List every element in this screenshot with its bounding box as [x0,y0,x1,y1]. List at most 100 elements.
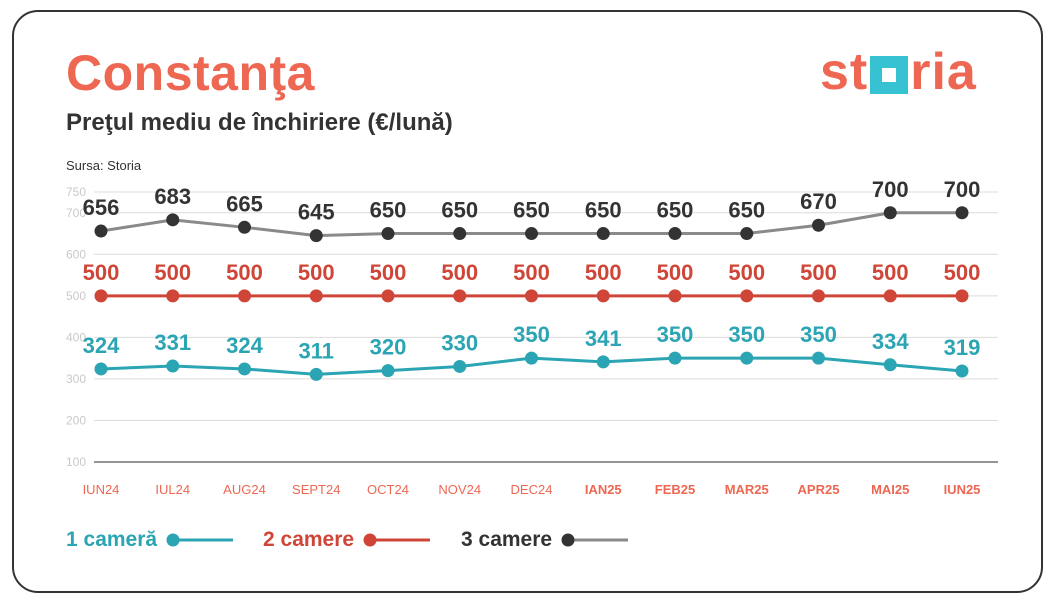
data-label: 700 [872,177,909,202]
data-label: 311 [299,338,335,363]
y-tick-label: 400 [66,330,86,344]
data-label: 319 [944,335,981,360]
data-point [668,351,682,365]
data-point [238,362,251,376]
data-point [668,289,682,303]
y-tick-label: 300 [66,372,86,386]
legend-swatch-icon [166,533,234,547]
data-point [309,289,323,303]
x-tick-label: AUG24 [223,482,266,497]
data-point [94,224,108,238]
x-tick-label: IUN24 [83,482,120,497]
data-label: 331 [154,330,191,355]
data-point [525,227,538,241]
data-label: 324 [83,333,120,358]
data-label: 650 [657,198,694,223]
data-label: 670 [800,189,837,214]
data-label: 500 [441,260,478,285]
data-label: 500 [298,260,335,285]
data-label: 500 [154,260,191,285]
chart-subtitle: Preţul mediu de închiriere (€/lună) [66,109,453,136]
x-tick-label: FEB25 [655,482,695,497]
data-label: 500 [226,260,263,285]
legend-label: 3 camere [461,528,553,551]
data-point [525,289,538,303]
data-label: 341 [585,326,622,351]
data-point [94,362,108,376]
x-tick-label: MAI25 [871,482,909,497]
legend-label: 1 cameră [66,528,158,551]
data-point [812,351,825,365]
source-note: Sursa: Storia [66,158,142,173]
x-tick-label: IUL24 [155,482,190,497]
y-tick-label: 200 [66,413,86,427]
data-label: 650 [585,198,622,223]
data-label: 500 [585,260,622,285]
data-point [596,227,610,241]
data-label: 350 [800,322,837,347]
data-label: 683 [154,184,191,209]
data-label: 350 [513,322,550,347]
data-point [883,289,897,303]
data-point [740,351,754,365]
x-tick-label: APR25 [798,482,840,497]
data-label: 650 [370,198,407,223]
data-label: 500 [944,260,981,285]
data-label: 700 [944,177,981,202]
legend-item: 2 camere [263,528,432,552]
data-point [955,206,969,220]
data-label: 500 [370,260,407,285]
x-tick-label: SEPT24 [292,482,340,497]
data-point [525,351,538,365]
data-point [166,359,180,373]
y-tick-label: 600 [66,247,86,261]
legend-swatch-icon [363,533,431,547]
y-tick-label: 750 [66,185,86,199]
data-point [381,289,395,303]
x-tick-label: NOV24 [438,482,481,497]
data-point [238,289,251,303]
data-point [166,213,180,227]
data-label: 650 [513,198,550,223]
legend-label: 2 camere [263,528,355,551]
data-point [166,289,180,303]
chart-title: Constanţa [66,45,315,101]
data-label: 656 [83,195,120,220]
data-label: 500 [513,260,550,285]
x-tick-label: IUN25 [944,482,981,497]
data-point [453,289,467,303]
data-label: 500 [728,260,765,285]
x-tick-label: DEC24 [511,482,553,497]
y-tick-label: 500 [66,289,86,303]
data-label: 350 [657,322,694,347]
data-label: 320 [370,335,407,360]
x-tick-label: IAN25 [585,482,622,497]
data-label: 500 [83,260,120,285]
data-point [955,364,969,378]
data-label: 665 [226,191,263,216]
legend-item: 3 camere [461,528,630,552]
x-tick-label: MAR25 [725,482,769,497]
data-label: 350 [728,322,765,347]
data-point [740,289,754,303]
data-point [883,358,897,372]
data-point [94,289,108,303]
data-point [812,289,825,303]
data-point [596,355,610,369]
data-point [381,364,395,378]
data-point [740,227,754,241]
data-point [453,359,467,373]
data-point [883,206,897,220]
legend-item: 1 cameră [66,528,235,552]
data-point [238,220,251,234]
chart-card [12,10,1043,593]
data-label: 334 [872,329,909,354]
data-point [381,227,395,241]
data-label: 500 [657,260,694,285]
logo-square-icon [870,56,909,94]
data-label: 650 [728,198,765,223]
data-point [955,289,969,303]
data-point [668,227,682,241]
data-label: 324 [226,333,263,358]
